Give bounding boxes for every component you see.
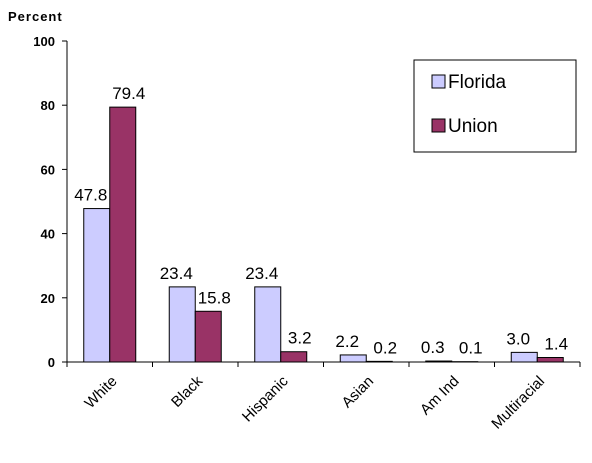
y-tick-label: 80 [41,98,55,113]
data-label-florida-white: 47.8 [74,186,107,205]
bar-florida-am-ind [425,360,453,363]
category-label-asian: Asian [339,373,378,412]
legend-swatch-union [431,118,446,133]
category-label-multiracial: Multiracial [488,373,548,433]
bars [83,106,564,363]
bar-florida-black [168,286,196,363]
data-labels: 47.8 79.4 23.4 15.8 23.4 3.2 2.2 0.2 0.3 0.1 3.0 1.… [74,84,568,358]
bar-union-black [194,310,222,363]
legend-label-florida: Florida [448,72,507,93]
data-label-union-multiracial: 1.4 [544,335,568,354]
legend-label-union: Union [448,116,498,137]
data-label-union-hispanic: 3.2 [288,329,312,348]
data-label-florida-hispanic: 23.4 [245,264,278,283]
bar-florida-multiracial [510,351,538,363]
y-axis-title: Percent [8,9,63,24]
axes: 0 20 40 60 80 100 [33,34,581,370]
y-tick-label: 20 [41,291,55,306]
category-labels: White Black Hispanic Asian Am Ind Multiracial [81,372,548,432]
data-label-florida-multiracial: 3.0 [506,329,530,348]
bar-union-multiracial [536,357,564,363]
data-label-florida-am-ind: 0.3 [421,338,445,357]
category-label-black: Black [168,372,206,410]
legend: Florida Union [413,59,577,153]
bar-union-hispanic [280,351,308,363]
legend-swatch-florida [431,74,446,89]
y-tick-label: 0 [48,355,55,370]
data-label-florida-asian: 2.2 [335,332,359,351]
data-label-union-am-ind: 0.1 [459,339,483,358]
category-label-hispanic: Hispanic [239,372,292,425]
y-tick-label: 100 [33,34,55,49]
data-label-union-asian: 0.2 [373,338,397,357]
bar-florida-white [83,208,111,363]
data-label-union-black: 15.8 [198,288,231,307]
category-label-white: White [81,373,120,412]
bar-florida-hispanic [254,286,282,363]
data-label-florida-black: 23.4 [160,264,193,283]
data-label-union-white: 79.4 [112,84,145,103]
y-tick-label: 40 [41,227,55,242]
bar-florida-asian [339,354,367,363]
y-tick-label: 60 [41,162,55,177]
category-label-am-ind: Am Ind [417,373,463,419]
bar-union-white [109,106,137,363]
bar-union-asian [365,360,393,363]
